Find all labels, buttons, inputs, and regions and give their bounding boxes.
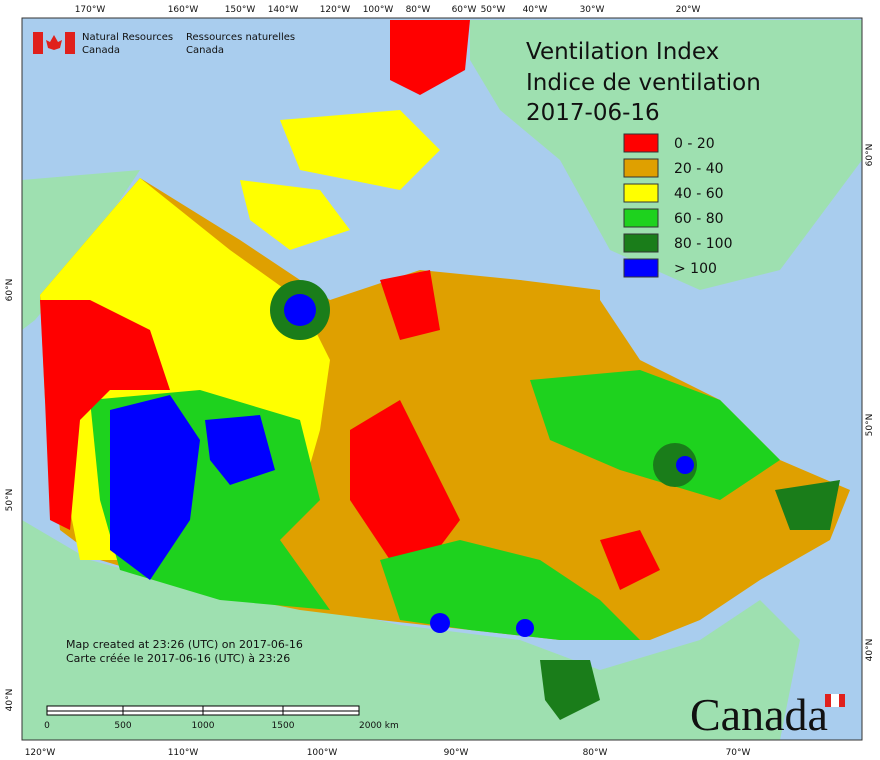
scale-segment: [122, 710, 204, 716]
lon-label: 120°W: [320, 5, 351, 15]
lon-label: 170°W: [75, 5, 106, 15]
legend-swatch: [623, 133, 659, 153]
lon-label: 100°W: [307, 748, 338, 758]
org-name: Natural Resources: [82, 32, 173, 43]
title: Indice de ventilation: [526, 70, 761, 96]
lon-label: 160°W: [168, 5, 199, 15]
credit: Carte créée le 2017-06-16 (UTC) à 23:26: [66, 652, 290, 665]
legend-label: 60 - 80: [674, 211, 724, 227]
lat-label: 50°N: [5, 489, 15, 512]
lon-label: 50°W: [481, 5, 506, 15]
scale-label: 2000 km: [359, 721, 399, 731]
scale-label: 0: [44, 721, 50, 731]
lon-label: 80°W: [406, 5, 431, 15]
scale-segment: [202, 705, 284, 712]
frame: [21, 17, 863, 741]
org-name: Ressources naturelles: [186, 32, 295, 43]
scale-segment: [282, 705, 360, 712]
legend-label: 80 - 100: [674, 236, 733, 252]
scale-segment: [202, 710, 284, 716]
legend-label: > 100: [674, 261, 717, 277]
flag-white: [831, 694, 839, 707]
lon-label: 90°W: [444, 748, 469, 758]
lon-label: 70°W: [726, 748, 751, 758]
lat-label: 50°N: [865, 414, 875, 437]
lat-label: 40°N: [865, 639, 875, 662]
lon-label: 120°W: [25, 748, 56, 758]
credit: Map created at 23:26 (UTC) on 2017-06-16: [66, 638, 303, 651]
legend-label: 20 - 40: [674, 161, 724, 177]
legend-swatch: [623, 158, 659, 178]
scale-segment: [46, 710, 124, 716]
index-field: [40, 20, 850, 720]
lon-label: 20°W: [676, 5, 701, 15]
lon-label: 40°W: [523, 5, 548, 15]
legend-swatch: [623, 233, 659, 253]
org-name: Canada: [186, 45, 224, 56]
lon-label: 80°W: [583, 748, 608, 758]
org-name: Canada: [82, 45, 120, 56]
scale-segment: [282, 710, 360, 716]
title: Ventilation Index: [526, 39, 719, 65]
lon-label: 30°W: [580, 5, 605, 15]
lat-label: 40°N: [5, 689, 15, 712]
legend-label: 0 - 20: [674, 136, 715, 152]
wordmark: Canada: [690, 689, 828, 740]
scale-segment: [46, 705, 124, 712]
lon-label: 140°W: [268, 5, 299, 15]
lat-label: 60°N: [865, 144, 875, 167]
scale-label: 1000: [192, 721, 215, 731]
title-date: 2017-06-16: [526, 100, 660, 126]
lon-label: 150°W: [225, 5, 256, 15]
legend-label: 40 - 60: [674, 186, 724, 202]
legend-swatch: [623, 208, 659, 228]
legend-swatch: [623, 183, 659, 203]
lon-label: 110°W: [168, 748, 199, 758]
lat-label: 60°N: [5, 279, 15, 302]
scale-segment: [122, 705, 204, 712]
scale-label: 1500: [272, 721, 295, 731]
header: [33, 32, 75, 54]
lon-label: 60°W: [452, 5, 477, 15]
lon-label: 100°W: [363, 5, 394, 15]
scale-label: 500: [114, 721, 131, 731]
legend-swatch: [623, 258, 659, 278]
